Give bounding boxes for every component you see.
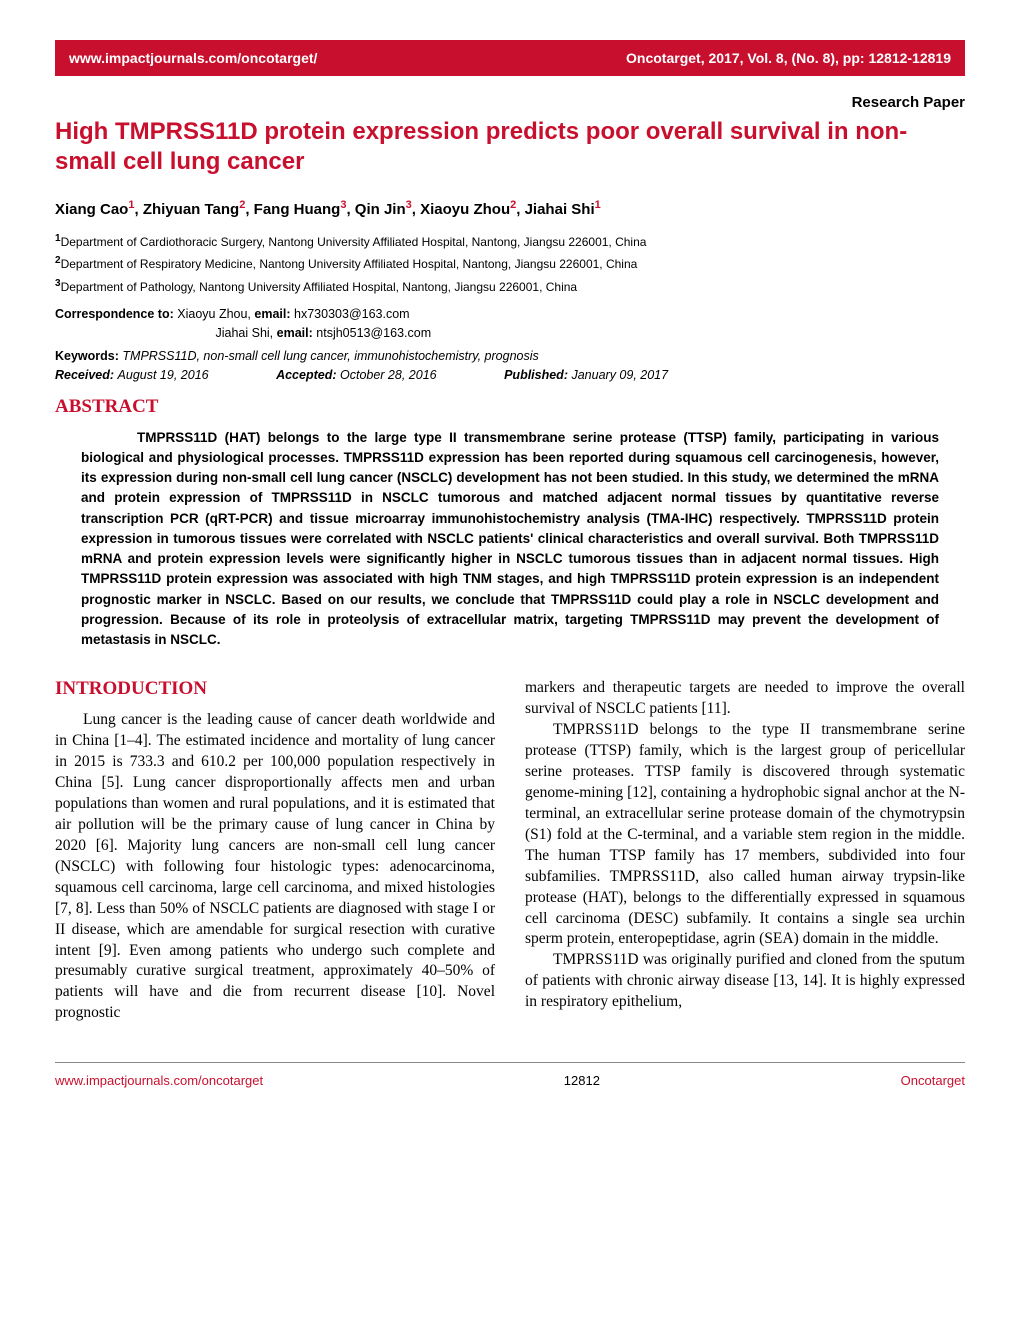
journal-header: www.impactjournals.com/oncotarget/ Oncot… bbox=[55, 40, 965, 76]
abstract-heading: ABSTRACT bbox=[55, 396, 965, 418]
keywords-text: TMPRSS11D, non-small cell lung cancer, i… bbox=[122, 349, 538, 363]
received-value: August 19, 2016 bbox=[118, 368, 209, 382]
correspondence-email-1: ntsjh0513@163.com bbox=[316, 326, 431, 340]
accepted-label: Accepted: bbox=[276, 368, 336, 382]
correspondence-label: Correspondence to: bbox=[55, 307, 174, 321]
correspondence-email-label-1: email: bbox=[277, 326, 313, 340]
article-title: High TMPRSS11D protein expression predic… bbox=[55, 117, 965, 177]
affiliations-block: 1Department of Cardiothoracic Surgery, N… bbox=[55, 230, 965, 297]
affiliation-line: 1Department of Cardiothoracic Surgery, N… bbox=[55, 230, 965, 252]
correspondence-email-label-0: email: bbox=[254, 307, 290, 321]
body-paragraph: Lung cancer is the leading cause of canc… bbox=[55, 710, 495, 1024]
page-footer: www.impactjournals.com/oncotarget 12812 … bbox=[55, 1062, 965, 1088]
received-label: Received: bbox=[55, 368, 114, 382]
keywords-line: Keywords: TMPRSS11D, non-small cell lung… bbox=[55, 349, 965, 363]
body-paragraph: markers and therapeutic targets are need… bbox=[525, 678, 965, 720]
introduction-heading: INTRODUCTION bbox=[55, 678, 495, 700]
affiliation-line: 3Department of Pathology, Nantong Univer… bbox=[55, 275, 965, 297]
correspondence-name-1: Jiahai Shi, bbox=[215, 326, 273, 340]
affiliation-line: 2Department of Respiratory Medicine, Nan… bbox=[55, 252, 965, 274]
intro-col-right: markers and therapeutic targets are need… bbox=[525, 678, 965, 1013]
paper-type: Research Paper bbox=[55, 94, 965, 111]
two-column-body: INTRODUCTION Lung cancer is the leading … bbox=[55, 678, 965, 1024]
accepted-value: October 28, 2016 bbox=[340, 368, 437, 382]
body-paragraph: TMPRSS11D was originally purified and cl… bbox=[525, 950, 965, 1013]
dates-line: Received: August 19, 2016 Accepted: Octo… bbox=[55, 368, 965, 382]
journal-url: www.impactjournals.com/oncotarget/ bbox=[69, 50, 317, 66]
published-label: Published: bbox=[504, 368, 568, 382]
footer-journal: Oncotarget bbox=[901, 1073, 965, 1088]
correspondence-email-0: hx730303@163.com bbox=[294, 307, 410, 321]
keywords-label: Keywords: bbox=[55, 349, 119, 363]
published-value: January 09, 2017 bbox=[571, 368, 668, 382]
intro-col-left: Lung cancer is the leading cause of canc… bbox=[55, 710, 495, 1024]
journal-citation: Oncotarget, 2017, Vol. 8, (No. 8), pp: 1… bbox=[626, 50, 951, 66]
correspondence-block: Correspondence to: Xiaoyu Zhou, email: h… bbox=[55, 305, 965, 343]
footer-url: www.impactjournals.com/oncotarget bbox=[55, 1073, 263, 1088]
abstract-text: TMPRSS11D (HAT) belongs to the large typ… bbox=[55, 428, 965, 651]
footer-page-number: 12812 bbox=[564, 1073, 600, 1088]
body-paragraph: TMPRSS11D belongs to the type II transme… bbox=[525, 720, 965, 950]
authors-list: Xiang Cao1, Zhiyuan Tang2, Fang Huang3, … bbox=[55, 199, 965, 218]
correspondence-name-0: Xiaoyu Zhou, bbox=[177, 307, 251, 321]
